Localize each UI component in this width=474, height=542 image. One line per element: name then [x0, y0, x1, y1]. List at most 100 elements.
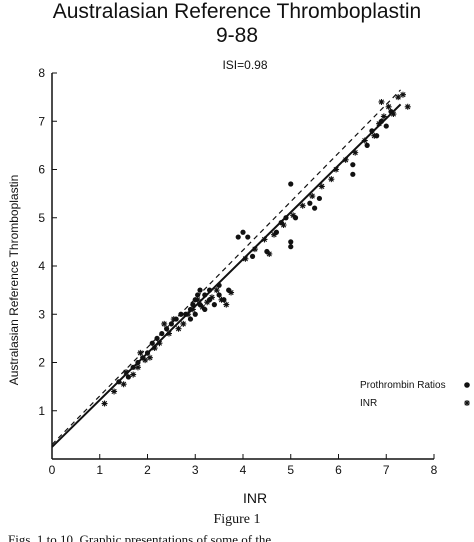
data-point-prothrombin-ratio: [288, 239, 294, 245]
data-point-prothrombin-ratio: [216, 292, 222, 298]
data-point-inr: [280, 221, 287, 228]
data-point-prothrombin-ratio: [125, 374, 131, 380]
data-point-prothrombin-ratio: [206, 287, 213, 293]
y-tick-label: 2: [38, 356, 45, 370]
data-point-prothrombin-ratio: [168, 321, 174, 327]
data-point-inr: [251, 246, 258, 253]
data-point-prothrombin-ratio: [240, 229, 246, 235]
data-point-prothrombin-ratio: [197, 287, 203, 293]
data-point-inr: [151, 345, 158, 352]
data-point-inr: [142, 357, 149, 364]
legend-marker-star: [464, 400, 470, 406]
data-point-inr: [223, 301, 230, 308]
data-point-prothrombin-ratio: [249, 253, 256, 259]
data-point-prothrombin-ratio: [135, 359, 141, 366]
x-tick-label: 4: [240, 463, 247, 477]
data-point-inr: [189, 306, 196, 313]
data-point-inr: [395, 94, 402, 101]
data-point-prothrombin-ratio: [245, 234, 251, 240]
data-point-inr: [185, 311, 192, 318]
data-point-inr: [399, 91, 406, 98]
isi-annotation: ISI=0.98: [222, 58, 268, 72]
data-point-inr: [156, 340, 163, 347]
data-point-inr: [371, 132, 378, 139]
data-point-inr: [380, 113, 387, 120]
data-point-prothrombin-ratio: [130, 364, 136, 370]
data-point-prothrombin-ratio: [288, 181, 294, 187]
data-point-prothrombin-ratio: [178, 311, 184, 317]
data-point-inr: [101, 400, 108, 407]
y-tick-label: 1: [38, 404, 45, 418]
data-point-prothrombin-ratio: [312, 205, 318, 211]
x-tick-label: 8: [431, 463, 438, 477]
x-tick-label: 5: [287, 463, 294, 477]
y-tick-label: 6: [38, 163, 45, 177]
data-point-inr: [376, 120, 383, 127]
data-point-prothrombin-ratio: [149, 340, 155, 346]
x-tick-label: 0: [49, 463, 56, 477]
regression-line-solid: [51, 103, 402, 448]
chart-subtitle: 9-88: [215, 24, 259, 47]
data-point-inr: [175, 325, 182, 332]
data-point-inr: [390, 111, 397, 118]
data-point-prothrombin-ratio: [216, 282, 222, 288]
data-point-inr: [266, 250, 273, 257]
data-point-prothrombin-ratio: [164, 326, 170, 332]
data-point-inr: [261, 236, 268, 243]
data-point-prothrombin-ratio: [116, 379, 122, 385]
data-point-inr: [170, 316, 177, 323]
x-tick-label: 7: [383, 463, 390, 477]
data-point-inr: [213, 287, 220, 294]
data-point-inr: [290, 212, 297, 219]
data-point-inr: [318, 183, 325, 190]
data-point-prothrombin-ratio: [187, 316, 194, 322]
data-point-prothrombin-ratio: [307, 200, 313, 206]
data-point-inr: [299, 202, 306, 209]
data-point-inr: [404, 103, 411, 110]
data-point-inr: [204, 299, 211, 306]
data-point-inr: [137, 349, 144, 356]
data-point-inr: [208, 294, 215, 301]
x-axis-label: INR: [242, 490, 268, 506]
data-point-inr: [146, 354, 153, 361]
y-tick-label: 8: [38, 66, 45, 80]
data-point-inr: [194, 296, 201, 303]
data-point-inr: [242, 255, 249, 262]
data-point-inr: [328, 176, 335, 183]
data-point-prothrombin-ratio: [235, 234, 241, 240]
x-tick-label: 2: [144, 463, 151, 477]
figure-caption: Figure 1: [213, 512, 261, 527]
caption-text: Figs. 1 to 10. Graphic presentations of …: [8, 532, 272, 542]
data-point-prothrombin-ratio: [383, 123, 389, 129]
y-tick-label: 5: [38, 211, 45, 225]
data-point-inr: [352, 149, 359, 156]
data-point-prothrombin-ratio: [144, 350, 151, 356]
data-point-prothrombin-ratio: [211, 302, 217, 308]
data-point-inr: [199, 304, 206, 311]
legend-label: INR: [360, 398, 377, 409]
data-point-inr: [218, 296, 225, 303]
data-point-inr: [271, 231, 278, 238]
data-point-prothrombin-ratio: [350, 171, 356, 177]
data-point-inr: [111, 388, 118, 395]
data-point-inr: [361, 137, 368, 144]
data-point-inr: [134, 364, 141, 371]
data-point-inr: [130, 371, 137, 378]
y-tick-label: 3: [38, 307, 45, 321]
data-point-inr: [123, 369, 130, 376]
y-tick-label: 7: [38, 114, 45, 128]
regression-line-dashed: [51, 89, 402, 445]
legend-label: Prothrombin Ratios: [360, 380, 446, 391]
data-point-inr: [120, 381, 127, 388]
data-point-prothrombin-ratio: [202, 292, 208, 298]
data-point-inr: [385, 103, 392, 110]
data-point-prothrombin-ratio: [283, 215, 289, 221]
x-tick-label: 6: [335, 463, 342, 477]
data-point-inr: [180, 320, 187, 327]
data-point-inr: [378, 98, 385, 105]
data-point-inr: [165, 330, 172, 337]
data-point-prothrombin-ratio: [369, 128, 375, 134]
data-point-inr: [309, 193, 316, 200]
chart-title: Australasian Reference Thromboplastin: [52, 0, 422, 23]
data-point-prothrombin-ratio: [190, 302, 196, 308]
